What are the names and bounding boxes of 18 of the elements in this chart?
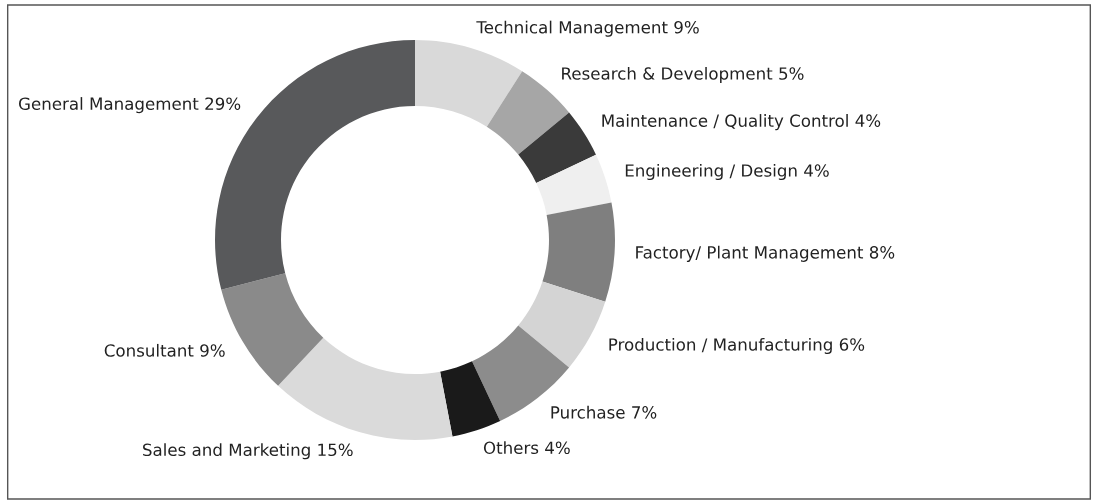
slice-label: General Management 29% [18, 97, 241, 114]
donut-slice [440, 361, 501, 437]
donut-slice [415, 40, 523, 127]
donut-slice [278, 337, 453, 440]
donut-slice [518, 281, 606, 368]
donut-slice [536, 154, 612, 215]
slice-label: Sales and Marketing 15% [143, 443, 353, 460]
slice-label: Production / Manufacturing 6% [609, 337, 865, 355]
donut-slice [542, 202, 615, 302]
slice-label: Technical Management 9% [476, 20, 699, 37]
slice-label: Consultant 9% [104, 343, 225, 357]
slice-label: Maintenance / Quality Control 4% [602, 114, 881, 131]
slice-label: Engineering / Design 4% [625, 163, 829, 181]
slice-label: Others 4% [483, 441, 570, 455]
donut-slice [518, 112, 596, 183]
slice-label: Factory/ Plant Management 8% [636, 245, 895, 262]
slice-label: Purchase 7% [551, 405, 657, 419]
slice-label: Research & Development 5% [562, 66, 804, 84]
